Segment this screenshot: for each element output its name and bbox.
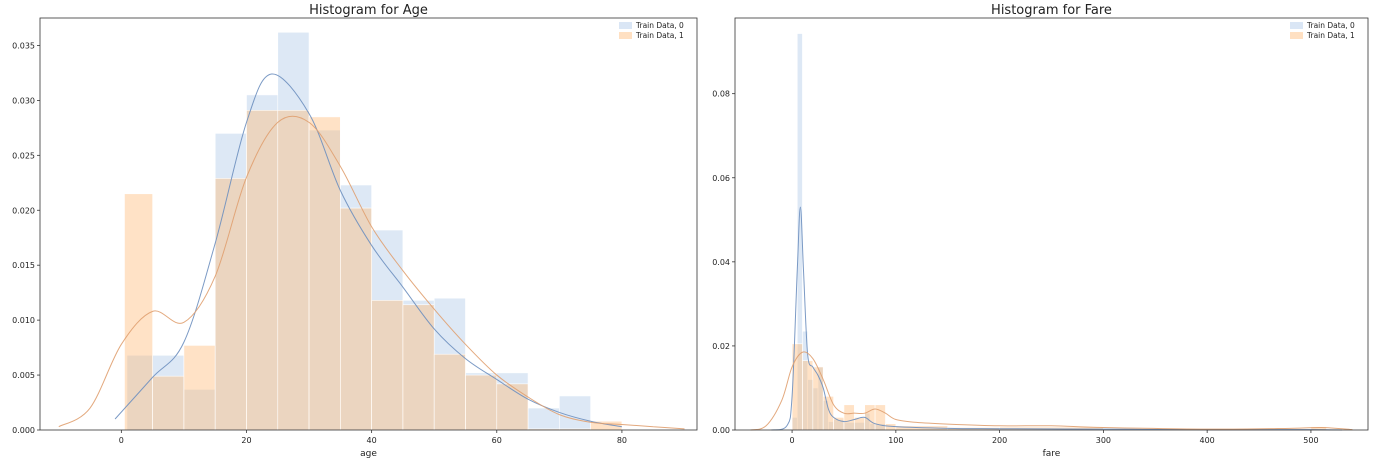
legend-swatch xyxy=(619,22,632,29)
histogram-bar xyxy=(308,116,341,431)
x-axis-label: age xyxy=(360,449,377,459)
legend-label: Train Data, 1 xyxy=(635,31,684,40)
axes-frame xyxy=(39,17,698,431)
y-tick-label: 0.02 xyxy=(712,342,730,351)
legend-swatch xyxy=(619,32,632,39)
y-tick-label: 0.020 xyxy=(12,206,35,215)
y-tick-label: 0.000 xyxy=(12,426,35,435)
histogram-bar xyxy=(864,404,876,431)
y-tick-label: 0.030 xyxy=(12,96,35,105)
x-tick-label: 100 xyxy=(888,436,903,445)
histogram-bar xyxy=(183,345,216,431)
x-tick-label: 80 xyxy=(617,436,627,445)
histogram-bar xyxy=(527,407,560,431)
fare-histogram-panel: 0.00 0.02 0.04 0.06 0.08 0 100 200 300 400 500 Hist… xyxy=(712,3,1369,459)
kde-line-0 xyxy=(771,206,1343,431)
y-tick-label: 0.015 xyxy=(12,261,35,270)
legend-label: Train Data, 0 xyxy=(1306,21,1355,30)
histogram-bar xyxy=(246,109,279,431)
histogram-bar xyxy=(465,372,498,431)
x-tick-label: 200 xyxy=(992,436,1007,445)
series-bars-1 xyxy=(124,109,623,431)
histogram-bar xyxy=(465,374,498,431)
histogram-bar xyxy=(126,354,153,431)
histogram-bar xyxy=(214,178,247,431)
legend-label: Train Data, 0 xyxy=(635,21,684,30)
series-bars-0 xyxy=(126,31,591,431)
y-tick-label: 0.06 xyxy=(712,174,730,183)
y-tick-label: 0.04 xyxy=(712,258,730,267)
histogram-bar xyxy=(402,304,435,431)
histogram-bar xyxy=(843,404,855,431)
histogram-bar xyxy=(183,389,216,431)
x-axis-label: fare xyxy=(1043,449,1061,459)
x-tick-label: 500 xyxy=(1303,436,1318,445)
histogram-bar xyxy=(124,193,153,431)
histogram-bar xyxy=(308,129,341,431)
axes-frame xyxy=(734,17,1369,431)
age-histogram-panel: 0.000 0.005 0.010 0.015 0.020 0.025 0.030 0.035… xyxy=(12,3,698,459)
histogram-bar xyxy=(433,353,466,431)
histogram-bar xyxy=(874,404,886,431)
x-tick-label: 400 xyxy=(1200,436,1215,445)
y-tick-label: 0.010 xyxy=(12,316,35,325)
y-tick-label: 0.08 xyxy=(712,90,730,99)
histogram-bar xyxy=(152,375,185,431)
x-tick-label: 0 xyxy=(119,436,124,445)
x-tick-label: 60 xyxy=(492,436,502,445)
legend-swatch xyxy=(1290,32,1303,39)
chart-title: Histogram for Fare xyxy=(991,3,1112,18)
histogram-bar xyxy=(559,395,591,431)
y-tick-label: 0.035 xyxy=(12,41,35,50)
chart-title: Histogram for Age xyxy=(309,3,428,18)
y-tick-label: 0.005 xyxy=(12,371,35,380)
y-tick-label: 0.00 xyxy=(712,426,730,435)
histogram-bar xyxy=(340,207,372,431)
legend-swatch xyxy=(1290,22,1303,29)
x-tick-label: 40 xyxy=(367,436,377,445)
histogram-bar xyxy=(152,354,185,431)
kde-line-0 xyxy=(114,73,623,428)
y-tick-label: 0.025 xyxy=(12,151,35,160)
histogram-bar xyxy=(802,360,814,431)
x-tick-label: 0 xyxy=(790,436,795,445)
kde-line-1 xyxy=(750,351,1353,431)
kde-line-1 xyxy=(58,115,685,430)
histogram-bar xyxy=(496,383,529,431)
histogram-bar xyxy=(277,109,310,431)
x-tick-label: 300 xyxy=(1096,436,1111,445)
histogram-bar xyxy=(371,300,404,431)
legend-label: Train Data, 1 xyxy=(1306,31,1355,40)
histogram-bar xyxy=(833,417,845,431)
x-tick-label: 20 xyxy=(241,436,251,445)
